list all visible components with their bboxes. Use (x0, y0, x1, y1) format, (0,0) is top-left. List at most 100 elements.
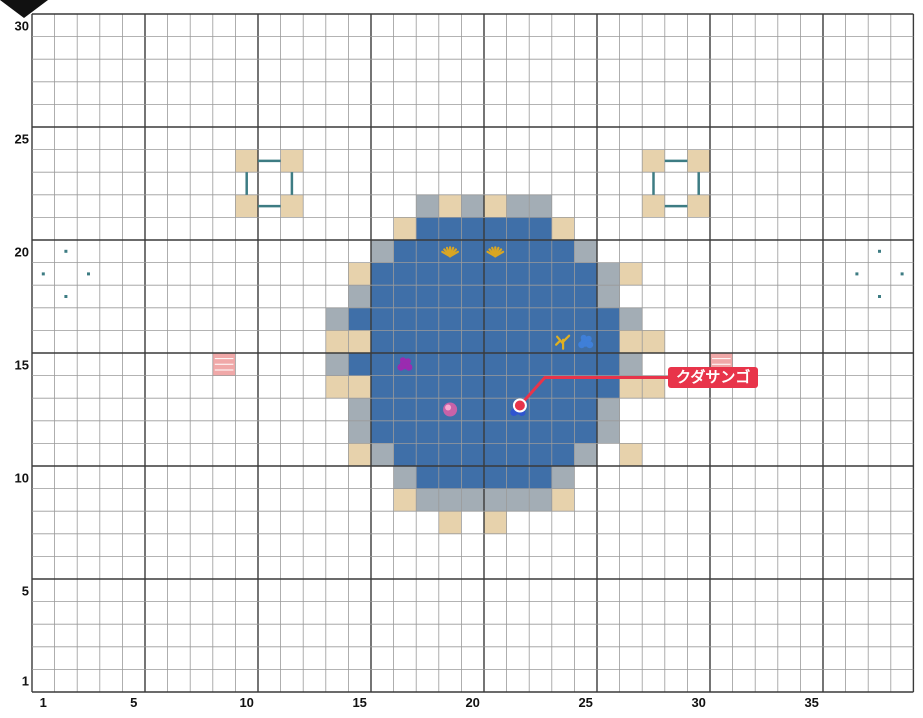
water-tile[interactable] (574, 353, 597, 376)
water-tile[interactable] (416, 217, 439, 240)
water-tile[interactable] (393, 240, 417, 263)
stone-tile[interactable] (461, 194, 484, 218)
water-tile[interactable] (484, 443, 507, 466)
sand-tile[interactable] (348, 330, 371, 353)
water-tile[interactable] (597, 353, 620, 376)
stone-tile[interactable] (506, 488, 530, 512)
water-tile[interactable] (551, 420, 575, 444)
water-tile[interactable] (416, 307, 439, 331)
sand-tile[interactable] (325, 330, 349, 353)
sand-tile[interactable] (687, 149, 710, 173)
sand-tile[interactable] (619, 330, 643, 353)
water-tile[interactable] (506, 375, 530, 399)
stone-tile[interactable] (597, 285, 620, 308)
water-tile[interactable] (393, 307, 417, 331)
sand-tile[interactable] (619, 375, 643, 399)
water-tile[interactable] (597, 330, 620, 353)
sand-tile[interactable] (619, 262, 643, 286)
callout-target-dot[interactable] (512, 398, 527, 413)
sand-tile[interactable] (280, 149, 304, 173)
sand-tile[interactable] (642, 194, 665, 218)
water-tile[interactable] (371, 420, 394, 444)
coral-fan-icon[interactable] (486, 246, 505, 258)
sand-tile[interactable] (235, 194, 258, 218)
water-tile[interactable] (529, 398, 552, 421)
water-tile[interactable] (416, 466, 439, 489)
water-tile[interactable] (461, 353, 484, 376)
water-tile[interactable] (574, 307, 597, 331)
stone-tile[interactable] (574, 443, 597, 466)
water-tile[interactable] (506, 443, 530, 466)
water-tile[interactable] (484, 375, 507, 399)
water-tile[interactable] (371, 262, 394, 286)
water-tile[interactable] (461, 466, 484, 489)
water-tile[interactable] (371, 398, 394, 421)
stone-tile[interactable] (529, 194, 552, 218)
water-tile[interactable] (438, 420, 462, 444)
stone-tile[interactable] (597, 398, 620, 421)
water-tile[interactable] (574, 375, 597, 399)
water-tile[interactable] (371, 285, 394, 308)
sand-tile[interactable] (393, 217, 417, 240)
stone-tile[interactable] (619, 353, 643, 376)
water-tile[interactable] (484, 466, 507, 489)
stone-tile[interactable] (484, 488, 507, 512)
sand-tile[interactable] (438, 194, 462, 218)
water-tile[interactable] (438, 353, 462, 376)
water-tile[interactable] (416, 398, 439, 421)
sand-tile[interactable] (642, 330, 665, 353)
stone-tile[interactable] (461, 488, 484, 512)
water-tile[interactable] (461, 217, 484, 240)
water-tile[interactable] (484, 353, 507, 376)
water-tile[interactable] (393, 375, 417, 399)
sand-tile[interactable] (393, 488, 417, 512)
stone-tile[interactable] (551, 466, 575, 489)
water-tile[interactable] (574, 262, 597, 286)
water-tile[interactable] (529, 240, 552, 263)
water-tile[interactable] (597, 307, 620, 331)
water-tile[interactable] (506, 330, 530, 353)
stone-tile[interactable] (574, 240, 597, 263)
water-tile[interactable] (438, 285, 462, 308)
sand-tile[interactable] (619, 443, 643, 466)
water-tile[interactable] (348, 353, 371, 376)
water-tile[interactable] (484, 307, 507, 331)
stone-tile[interactable] (371, 443, 394, 466)
water-tile[interactable] (461, 443, 484, 466)
stone-tile[interactable] (348, 420, 371, 444)
water-tile[interactable] (551, 285, 575, 308)
coral-callout-label[interactable]: クダサンゴ (668, 367, 759, 388)
water-tile[interactable] (393, 398, 417, 421)
water-tile[interactable] (461, 398, 484, 421)
water-tile[interactable] (484, 217, 507, 240)
water-tile[interactable] (506, 466, 530, 489)
sand-tile[interactable] (325, 375, 349, 399)
water-tile[interactable] (551, 262, 575, 286)
water-tile[interactable] (506, 353, 530, 376)
water-tile[interactable] (529, 375, 552, 399)
water-tile[interactable] (371, 330, 394, 353)
sand-tile[interactable] (551, 217, 575, 240)
water-tile[interactable] (416, 262, 439, 286)
stone-tile[interactable] (416, 194, 439, 218)
water-tile[interactable] (551, 307, 575, 331)
stone-tile[interactable] (325, 307, 349, 331)
stone-tile[interactable] (348, 285, 371, 308)
water-tile[interactable] (461, 330, 484, 353)
water-tile[interactable] (551, 375, 575, 399)
water-tile[interactable] (506, 307, 530, 331)
water-tile[interactable] (371, 353, 394, 376)
water-tile[interactable] (529, 217, 552, 240)
water-tile[interactable] (461, 375, 484, 399)
stone-tile[interactable] (371, 240, 394, 263)
water-tile[interactable] (597, 375, 620, 399)
stone-tile[interactable] (597, 420, 620, 444)
sand-tile[interactable] (438, 511, 462, 534)
water-tile[interactable] (551, 353, 575, 376)
stone-tile[interactable] (619, 307, 643, 331)
water-tile[interactable] (506, 420, 530, 444)
sand-tile[interactable] (348, 262, 371, 286)
water-tile[interactable] (438, 443, 462, 466)
water-tile[interactable] (348, 307, 371, 331)
water-tile[interactable] (484, 285, 507, 308)
